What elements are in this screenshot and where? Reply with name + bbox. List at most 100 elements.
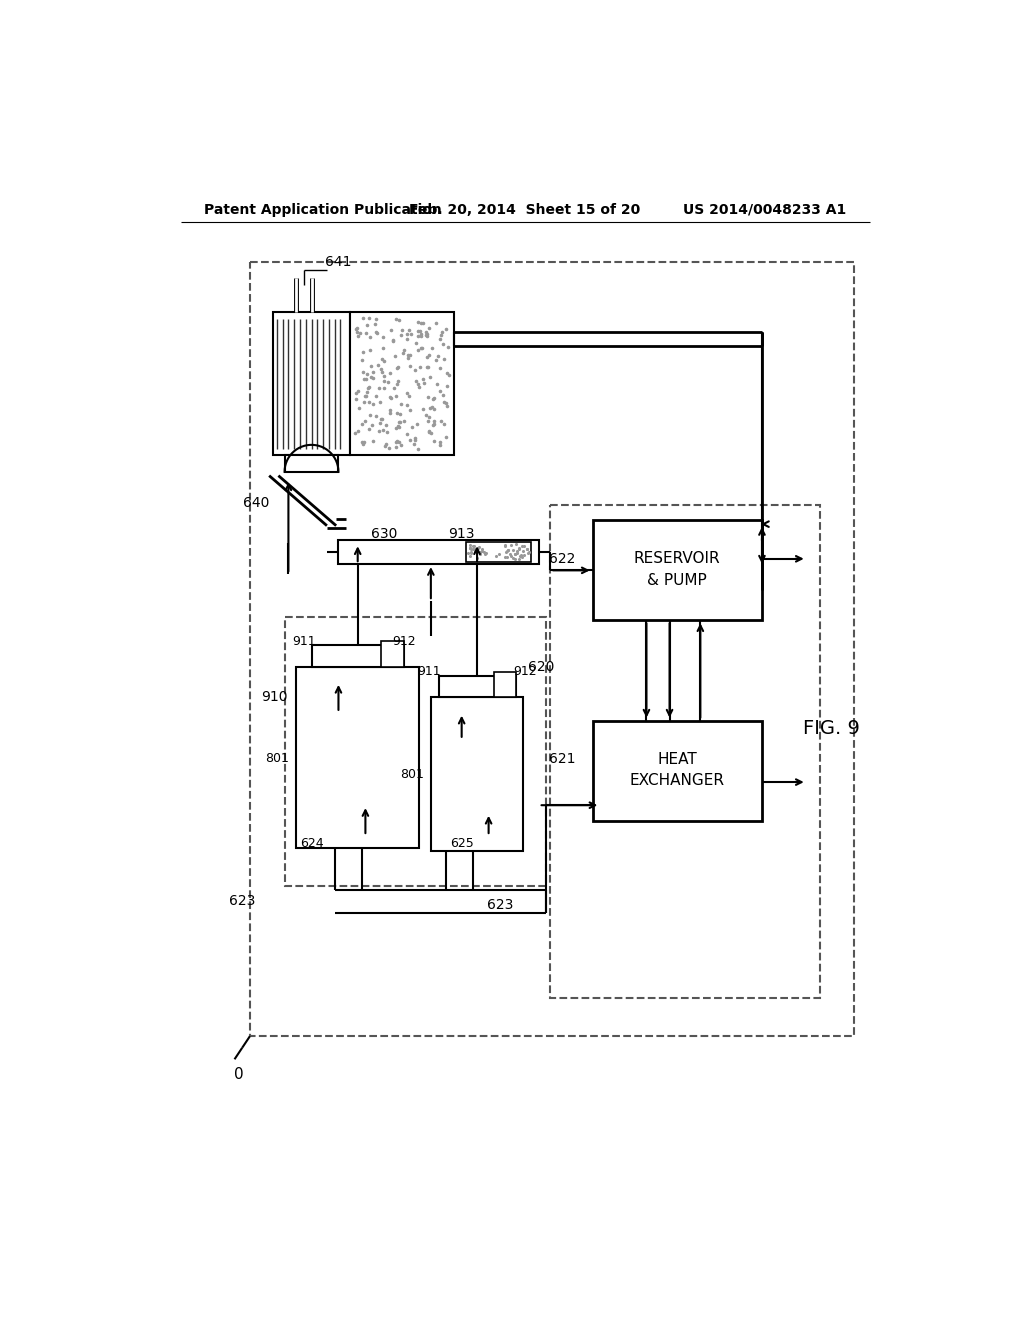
Point [387,346,403,367]
Point [500,540,516,561]
Point [514,536,530,557]
Point [354,308,371,329]
Point [505,539,521,560]
Bar [550,506,819,998]
Bar [296,667,419,847]
Point [470,539,486,560]
Point [507,544,523,565]
Point [413,337,429,358]
Point [374,348,390,370]
Bar [285,455,339,471]
Point [389,358,406,379]
Point [348,318,365,339]
Point [413,323,429,345]
Bar [593,520,762,620]
Point [426,411,442,432]
Point [375,420,391,441]
Point [361,339,378,360]
Point [368,322,384,343]
Point [346,422,362,444]
Point [428,374,444,395]
Point [513,544,529,565]
Point [390,416,407,437]
Text: 625: 625 [450,837,473,850]
Point [515,540,531,561]
Point [368,405,384,426]
Text: 640: 640 [243,495,269,510]
Point [402,345,419,366]
Point [407,433,423,454]
Point [369,322,385,343]
Point [423,422,439,444]
Text: 910: 910 [261,690,288,705]
Point [419,323,435,345]
Point [421,420,437,441]
Point [502,544,518,565]
Point [364,414,380,436]
Text: EXCHANGER: EXCHANGER [630,774,725,788]
Point [425,414,441,436]
Point [356,385,373,407]
Point [412,356,428,378]
Text: 912: 912 [513,665,537,678]
Point [381,438,397,459]
Point [389,430,406,451]
Point [371,355,387,376]
Bar [285,616,547,886]
Point [365,393,381,414]
Text: 622: 622 [549,552,574,566]
Point [385,330,401,351]
Point [462,535,478,556]
Point [400,385,417,407]
Point [366,362,382,383]
Point [410,438,426,459]
Point [424,338,440,359]
Text: Feb. 20, 2014  Sheet 15 of 20: Feb. 20, 2014 Sheet 15 of 20 [410,203,640,216]
Point [467,540,483,561]
Point [391,417,408,438]
Point [413,313,429,334]
Point [389,374,406,395]
Point [439,375,456,396]
Point [401,429,418,450]
Point [410,339,426,360]
Point [359,381,376,403]
Point [351,397,368,418]
Point [508,540,524,561]
Point [487,545,504,566]
Point [418,325,434,346]
Point [380,371,396,392]
Point [371,420,387,441]
Point [411,321,427,342]
Point [348,321,365,342]
Point [428,313,444,334]
Point [367,313,383,334]
Point [385,329,401,350]
Text: 801: 801 [265,752,289,766]
Point [407,428,423,449]
Point [474,539,490,560]
Text: 624: 624 [300,837,324,850]
Point [348,383,365,404]
Point [377,436,393,457]
Point [381,399,397,420]
Point [393,434,410,455]
Point [394,319,411,341]
Point [354,362,371,383]
Point [362,355,379,376]
Point [399,345,416,366]
Point [387,432,403,453]
Point [369,385,385,407]
Point [430,346,446,367]
Point [466,536,482,557]
Bar [431,697,523,851]
Point [471,536,487,557]
Point [399,327,416,348]
Point [436,413,453,434]
Point [376,351,392,372]
Point [379,421,395,442]
Bar [311,645,403,667]
Point [410,326,426,347]
Point [438,392,455,413]
Point [390,356,407,378]
